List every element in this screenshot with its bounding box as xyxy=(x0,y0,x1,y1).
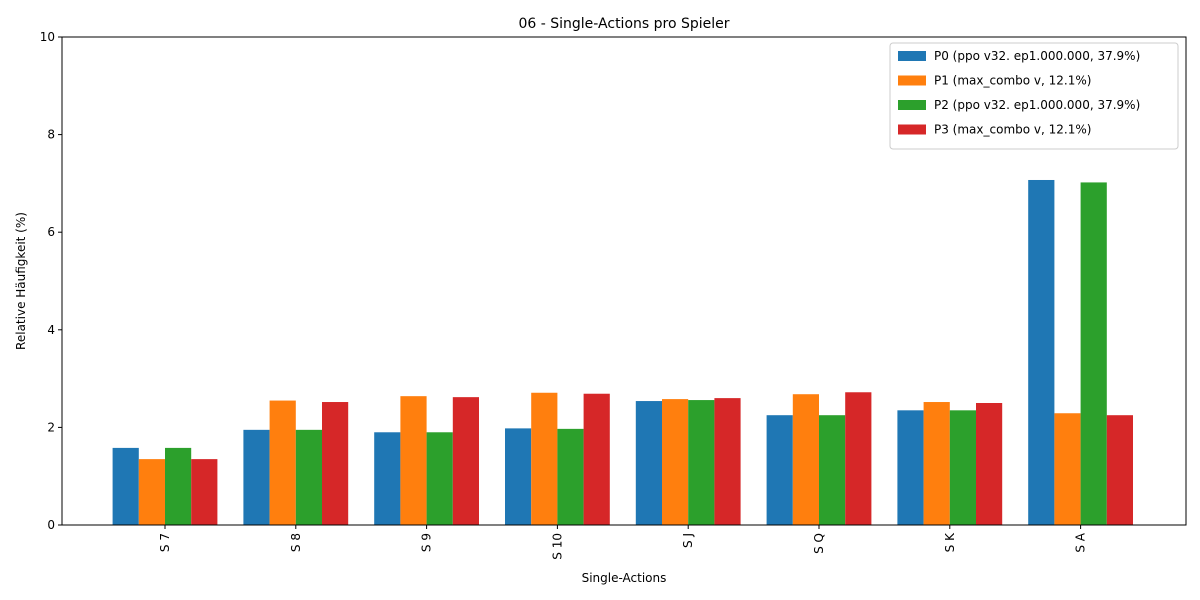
legend-swatch-p1 xyxy=(898,75,926,86)
bar-sk-p1 xyxy=(923,402,950,525)
chart-title: 06 - Single-Actions pro Spieler xyxy=(518,16,729,32)
x-axis: S 7 S 8 S 9 S 10 S J S Q S K S A xyxy=(158,525,1088,560)
bars-group xyxy=(112,179,1133,525)
y-tick-label: 0 xyxy=(47,518,55,532)
legend-box xyxy=(889,42,1179,150)
bar-sq-p0 xyxy=(766,415,793,525)
y-tick-label: 6 xyxy=(47,225,55,239)
bar-sj-p3 xyxy=(714,398,741,525)
bar-sa-p1 xyxy=(1054,413,1081,525)
bar-s8-p2 xyxy=(295,429,322,525)
bar-sa-p2 xyxy=(1080,182,1107,525)
y-tick-label: 8 xyxy=(47,128,55,142)
legend-swatch-p0 xyxy=(898,51,926,61)
legend-label-p2: P2 (ppo v32. ep1.000.000, 37.9%) xyxy=(934,98,1140,112)
bar-s10-p0 xyxy=(505,428,532,525)
x-axis-label: Single-Actions xyxy=(582,571,667,585)
legend-label-p0: P0 (ppo v32. ep1.000.000, 37.9%) xyxy=(934,49,1140,63)
bar-s10-p2 xyxy=(557,428,584,525)
bar-sj-p0 xyxy=(635,401,662,525)
bar-s7-p3 xyxy=(191,459,218,525)
legend-swatch-p2 xyxy=(898,100,926,110)
bar-sq-p2 xyxy=(819,415,846,525)
legend-swatch-p3 xyxy=(898,124,926,135)
legend: P0 (ppo v32. ep1.000.000, 37.9%) P1 (max_… xyxy=(889,42,1179,150)
y-axis-label: Relative Häufigkeit (%) xyxy=(14,212,28,350)
x-tick-label: S J xyxy=(681,533,695,548)
x-tick-label: S 8 xyxy=(289,533,303,552)
y-tick-label: 10 xyxy=(40,30,55,44)
bar-s9-p0 xyxy=(374,432,401,525)
bar-sj-p2 xyxy=(688,400,715,525)
bar-sq-p1 xyxy=(792,394,819,525)
x-tick-label: S 7 xyxy=(158,533,172,552)
y-tick-label: 2 xyxy=(47,420,55,434)
bar-sj-p1 xyxy=(662,399,689,525)
bar-sa-p0 xyxy=(1028,179,1055,525)
bar-s8-p0 xyxy=(243,429,270,525)
bar-sa-p3 xyxy=(1106,415,1133,525)
bar-sk-p3 xyxy=(976,403,1003,525)
bar-sq-p3 xyxy=(845,392,872,525)
x-tick-label: S 10 xyxy=(550,533,564,560)
bar-s8-p3 xyxy=(322,402,349,525)
bar-s7-p2 xyxy=(165,447,192,525)
bar-s7-p1 xyxy=(138,459,165,525)
bar-s9-p3 xyxy=(452,397,479,525)
bar-s9-p2 xyxy=(426,432,453,525)
x-tick-label: S Q xyxy=(812,533,826,554)
plot-frame xyxy=(61,36,1187,526)
legend-label-p3: P3 (max_combo v, 12.1%) xyxy=(934,123,1091,137)
y-tick-label: 4 xyxy=(47,323,55,337)
bar-sk-p0 xyxy=(897,410,924,525)
bar-sk-p2 xyxy=(949,410,976,525)
x-tick-label: S K xyxy=(943,532,957,552)
bar-s8-p1 xyxy=(269,400,296,525)
x-tick-label: S 9 xyxy=(420,533,434,552)
bar-s10-p3 xyxy=(583,393,610,525)
bar-s9-p1 xyxy=(400,396,427,525)
bar-s7-p0 xyxy=(112,447,139,525)
y-axis: 0 2 4 6 8 10 xyxy=(40,30,62,532)
x-tick-label: S A xyxy=(1074,532,1088,552)
legend-label-p1: P1 (max_combo v, 12.1%) xyxy=(934,74,1091,88)
bar-s10-p1 xyxy=(531,392,558,525)
